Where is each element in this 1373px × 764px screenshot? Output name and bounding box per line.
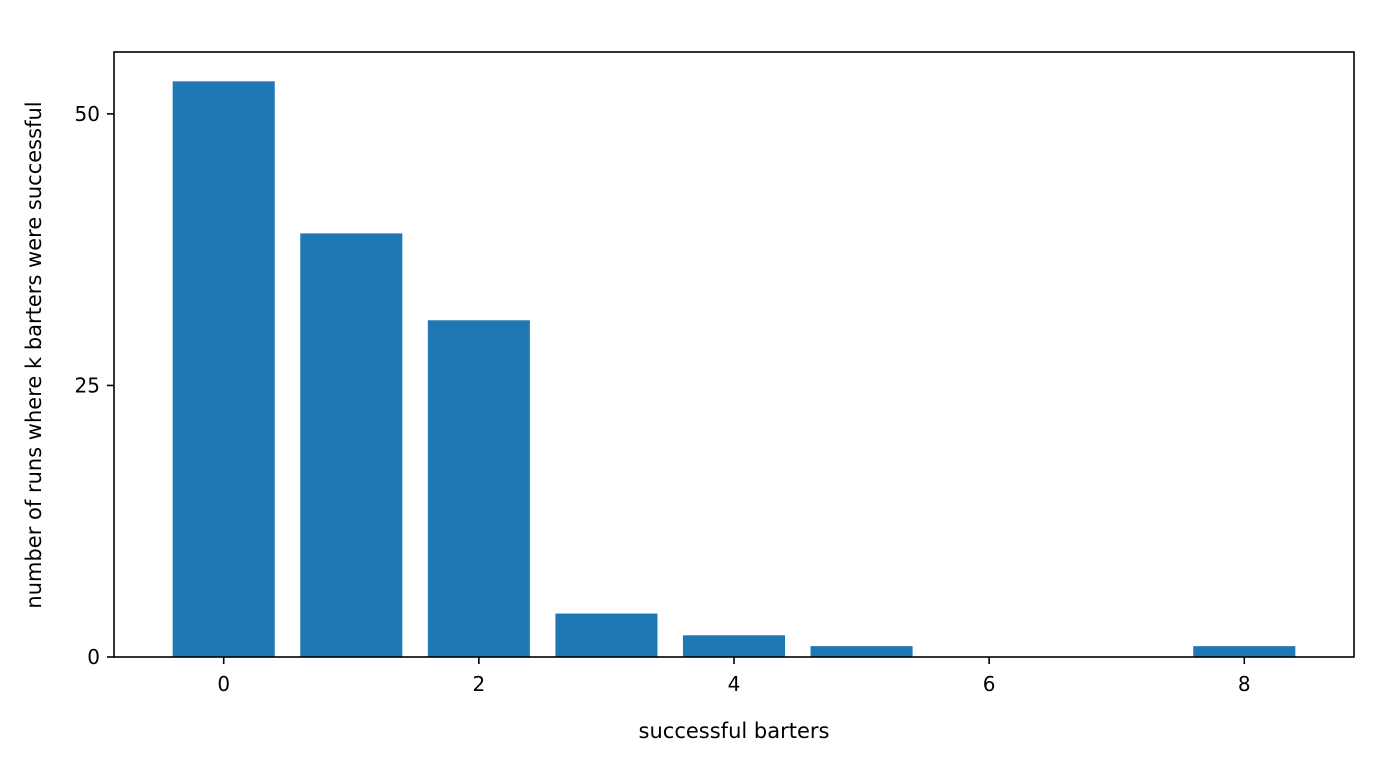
y-tick-label: 50 bbox=[75, 102, 100, 126]
y-axis-label: number of runs where k barters were succ… bbox=[22, 101, 46, 608]
x-tick-label: 6 bbox=[983, 672, 996, 696]
bar bbox=[427, 320, 530, 657]
y-tick-label: 25 bbox=[75, 373, 100, 397]
plot-frame bbox=[113, 51, 1355, 658]
x-tick-label: 4 bbox=[728, 672, 741, 696]
bar bbox=[300, 233, 403, 657]
x-tick-label: 8 bbox=[1238, 672, 1251, 696]
y-tick-label: 0 bbox=[87, 645, 100, 669]
x-axis-label: successful barters bbox=[639, 719, 830, 743]
bar bbox=[555, 613, 658, 657]
x-tick-label: 0 bbox=[217, 672, 230, 696]
x-tick-label: 2 bbox=[472, 672, 485, 696]
bar bbox=[810, 646, 913, 657]
bar bbox=[1193, 646, 1296, 657]
y-axis-ticks: 0 25 50 bbox=[75, 102, 114, 669]
bar bbox=[172, 81, 275, 657]
bar bbox=[682, 635, 786, 657]
bars-group bbox=[172, 81, 1296, 657]
x-axis-ticks: 0 2 4 6 8 bbox=[217, 657, 1251, 696]
